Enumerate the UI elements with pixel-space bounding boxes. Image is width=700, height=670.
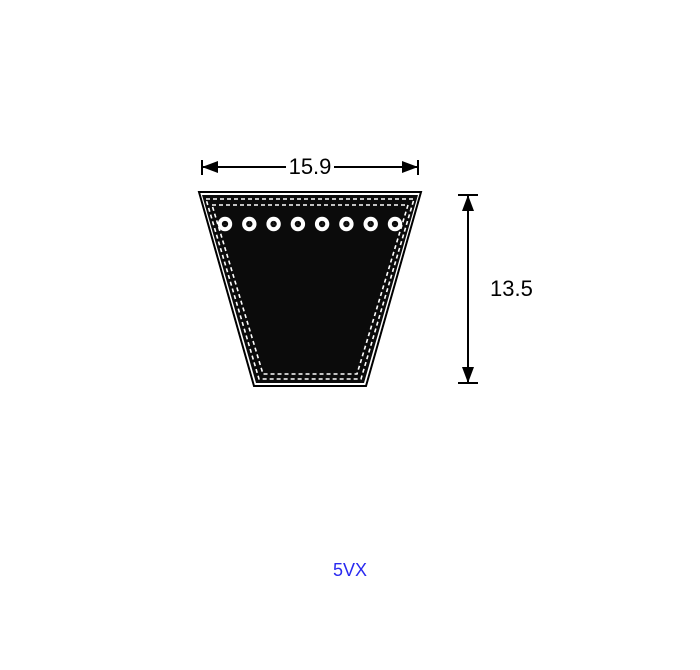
diagram-stage: 15.9 13.5 (0, 0, 700, 670)
belt-body (202, 195, 418, 383)
height-dimension: 13.5 (458, 195, 533, 383)
height-dimension-label: 13.5 (490, 276, 533, 301)
cord (218, 217, 232, 231)
width-dimension: 15.9 (202, 154, 418, 179)
cord (339, 217, 353, 231)
cord (315, 217, 329, 231)
cord (266, 217, 280, 231)
belt-type-caption: 5VX (0, 560, 700, 581)
width-dimension-label: 15.9 (289, 154, 332, 179)
cord (291, 217, 305, 231)
cord (388, 217, 402, 231)
cord (364, 217, 378, 231)
cord (242, 217, 256, 231)
